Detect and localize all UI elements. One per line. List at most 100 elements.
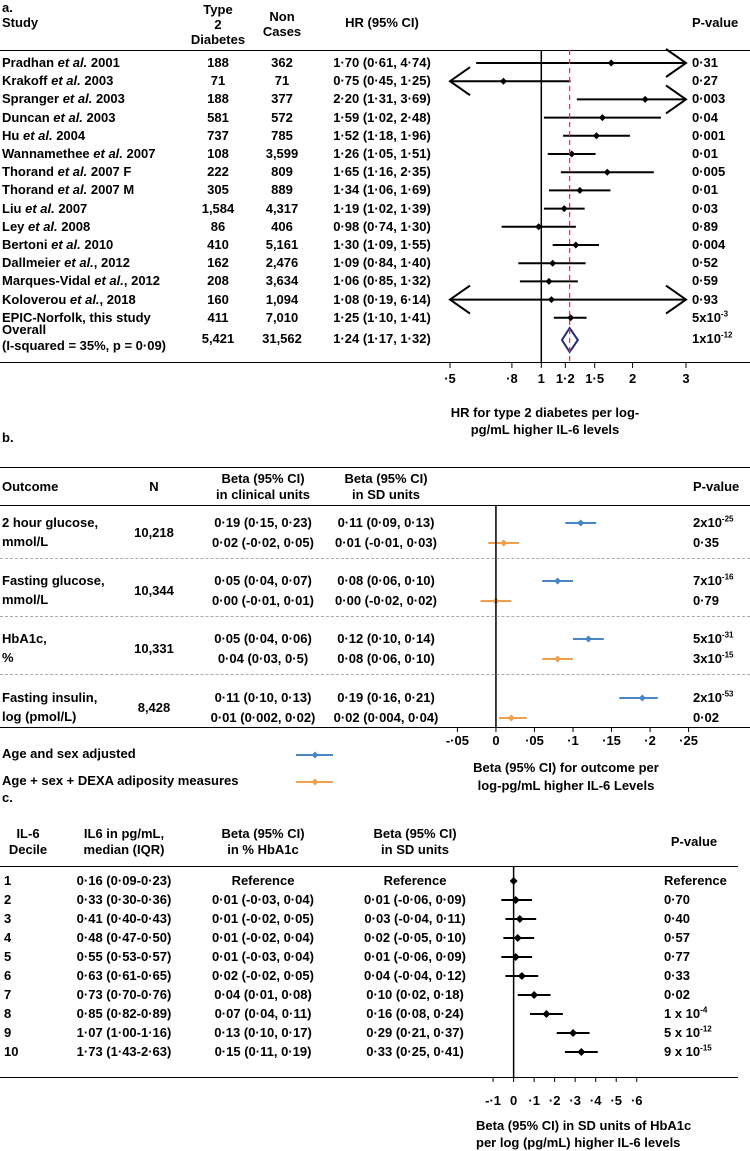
study-name: Thorand et al. 2007 M xyxy=(2,182,135,198)
beta-sd: 0·02 (0·004, 0·04) xyxy=(333,710,439,725)
col-hr-header: HR (95% CI) xyxy=(345,15,419,30)
study-hr-ci: 1·06 (0·85, 1·32) xyxy=(333,273,431,289)
tick-label: 2 xyxy=(628,371,637,386)
estimate-point xyxy=(577,1048,586,1056)
decile-number: 10 xyxy=(4,1044,19,1059)
col-study-header: Study xyxy=(2,15,39,30)
col-beta-clinical-header: Beta (95% CI) xyxy=(221,471,305,486)
tick-label: 1·2 xyxy=(555,371,575,386)
tick-label: ·8 xyxy=(506,371,518,386)
p-value: 5 x 10-12 xyxy=(664,1024,712,1040)
study-cases: 410 xyxy=(207,237,229,252)
estimate-point xyxy=(638,694,646,702)
study-p-value: 0·03 xyxy=(692,200,719,216)
tick-label: ·2 xyxy=(644,733,656,748)
study-noncases: 3,599 xyxy=(265,146,299,161)
study-name: Koloverou et al., 2018 xyxy=(2,291,136,307)
col-outcome-header: Outcome xyxy=(2,479,59,494)
study-point xyxy=(607,59,615,67)
estimate-point xyxy=(577,519,585,527)
beta-sd: 0·01 (-0·06, 0·09) xyxy=(364,892,466,907)
ci-arrow-right xyxy=(665,48,688,78)
study-p-value: 0·004 xyxy=(692,237,726,252)
p-value: 7x10-16 xyxy=(693,572,734,588)
study-p-value: 5x10-3 xyxy=(692,309,729,325)
legend-label-age-sex: Age and sex adjusted xyxy=(2,746,136,761)
tick-label: ·4 xyxy=(589,1093,602,1108)
col-noncases-header: Cases xyxy=(262,24,302,39)
estimate-point xyxy=(554,577,562,585)
beta-sd: 0·10 (0·02, 0·18) xyxy=(366,987,464,1002)
tick-label: 1 xyxy=(537,371,545,386)
study-cases: 86 xyxy=(210,218,226,234)
study-noncases: 4,317 xyxy=(265,200,299,216)
p-value: 2x10-53 xyxy=(693,689,734,705)
estimate-point xyxy=(517,972,526,980)
beta-sd: 0·19 (0·16, 0·21) xyxy=(337,690,435,705)
x-axis-label: pg/mL higher IL-6 levels xyxy=(470,422,620,437)
outcome-n: 10,344 xyxy=(134,583,174,598)
beta-sd: 0·01 (-0·01, 0·03) xyxy=(335,535,437,550)
study-hr-ci: 1·30 (1·09, 1·55) xyxy=(333,237,431,252)
study-cases: 305 xyxy=(207,182,229,198)
study-name: Duncan et al. 2003 xyxy=(2,109,116,125)
il6-median-iqr: 0·16 (0·09-0·23) xyxy=(76,873,172,888)
study-p-value: 0·27 xyxy=(692,73,719,89)
study-p-value: 0·01 xyxy=(692,146,719,161)
decile-number: 1 xyxy=(4,873,12,888)
outcome-unit: mmol/L xyxy=(2,534,49,549)
outcome-unit: log (pmol/L) xyxy=(2,709,77,724)
tick-label: ·15 xyxy=(602,733,621,748)
legend-marker xyxy=(311,751,319,759)
study-name: Bertoni et al. 2010 xyxy=(2,237,114,252)
x-axis-label: log-pg/mL higher IL-6 Levels xyxy=(477,778,655,793)
study-noncases: 3,634 xyxy=(265,273,299,289)
beta-sd: 0·16 (0·08, 0·24) xyxy=(366,1006,464,1021)
tick-label: ·5 xyxy=(610,1093,622,1108)
study-cases: 188 xyxy=(207,55,229,70)
tick-label: ·05 xyxy=(525,733,544,748)
study-point xyxy=(545,277,553,285)
study-hr-ci: 1·70 (0·61, 4·74) xyxy=(333,55,431,70)
beta-pct: 0·15 (0·11, 0·19) xyxy=(214,1044,312,1059)
decile-number: 3 xyxy=(4,911,12,926)
estimate-point xyxy=(530,991,539,999)
il6-median-iqr: 0·63 (0·61-0·65) xyxy=(76,968,172,983)
header-rule xyxy=(0,866,738,867)
p-value: 1 x 10-4 xyxy=(664,1005,708,1021)
study-hr-ci: 1·52 (1·18, 1·96) xyxy=(333,127,431,143)
study-hr-ci: 1·26 (1·05, 1·51) xyxy=(333,146,431,161)
study-noncases: 809 xyxy=(271,164,293,180)
study-cases: 108 xyxy=(207,146,229,161)
overall-cases: 5,421 xyxy=(201,331,235,346)
study-hr-ci: 2·20 (1·31, 3·69) xyxy=(333,91,431,107)
il6-median-iqr: 0·48 (0·47-0·50) xyxy=(76,930,172,945)
overall-label: Overall xyxy=(2,322,47,337)
study-cases: 71 xyxy=(210,73,226,89)
estimate-point xyxy=(569,1029,578,1037)
study-noncases: 5,161 xyxy=(265,237,299,252)
col-cases-header: Type xyxy=(203,2,233,17)
col-cases-header: 2 xyxy=(214,17,222,32)
panel-c-label: c. xyxy=(2,790,13,805)
p-value: 0·02 xyxy=(664,987,691,1002)
study-noncases: 1,094 xyxy=(265,291,299,307)
beta-pct: 0·01 (-0·03, 0·04) xyxy=(212,892,314,907)
p-value: 0·79 xyxy=(693,593,720,608)
col-il6-header: median (IQR) xyxy=(83,842,165,857)
legend-label-dexa: Age + sex + DEXA adiposity measures xyxy=(2,773,239,788)
overall-diamond xyxy=(560,326,580,354)
study-hr-ci: 0·98 (0·74, 1·30) xyxy=(333,218,431,234)
col-beta-sd-header: in SD units xyxy=(381,842,449,857)
beta-sd: 0·29 (0·21, 0·37) xyxy=(366,1025,464,1040)
outcome-n: 10,218 xyxy=(134,525,174,540)
ci-arrow-right xyxy=(665,84,688,115)
beta-pct: 0·07 (0·04, 0·11) xyxy=(214,1006,312,1021)
tick-label: ·25 xyxy=(679,733,698,748)
p-value: 0·33 xyxy=(664,968,691,983)
study-noncases: 71 xyxy=(274,73,290,89)
p-value: 9 x 10-15 xyxy=(664,1043,712,1059)
study-noncases: 362 xyxy=(271,55,293,70)
il6-median-iqr: 1·73 (1·43-2·63) xyxy=(76,1044,172,1059)
